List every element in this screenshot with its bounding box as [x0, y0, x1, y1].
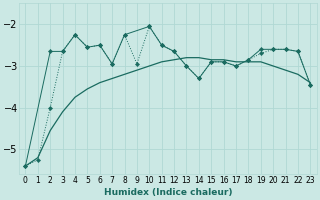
X-axis label: Humidex (Indice chaleur): Humidex (Indice chaleur) [104, 188, 232, 197]
